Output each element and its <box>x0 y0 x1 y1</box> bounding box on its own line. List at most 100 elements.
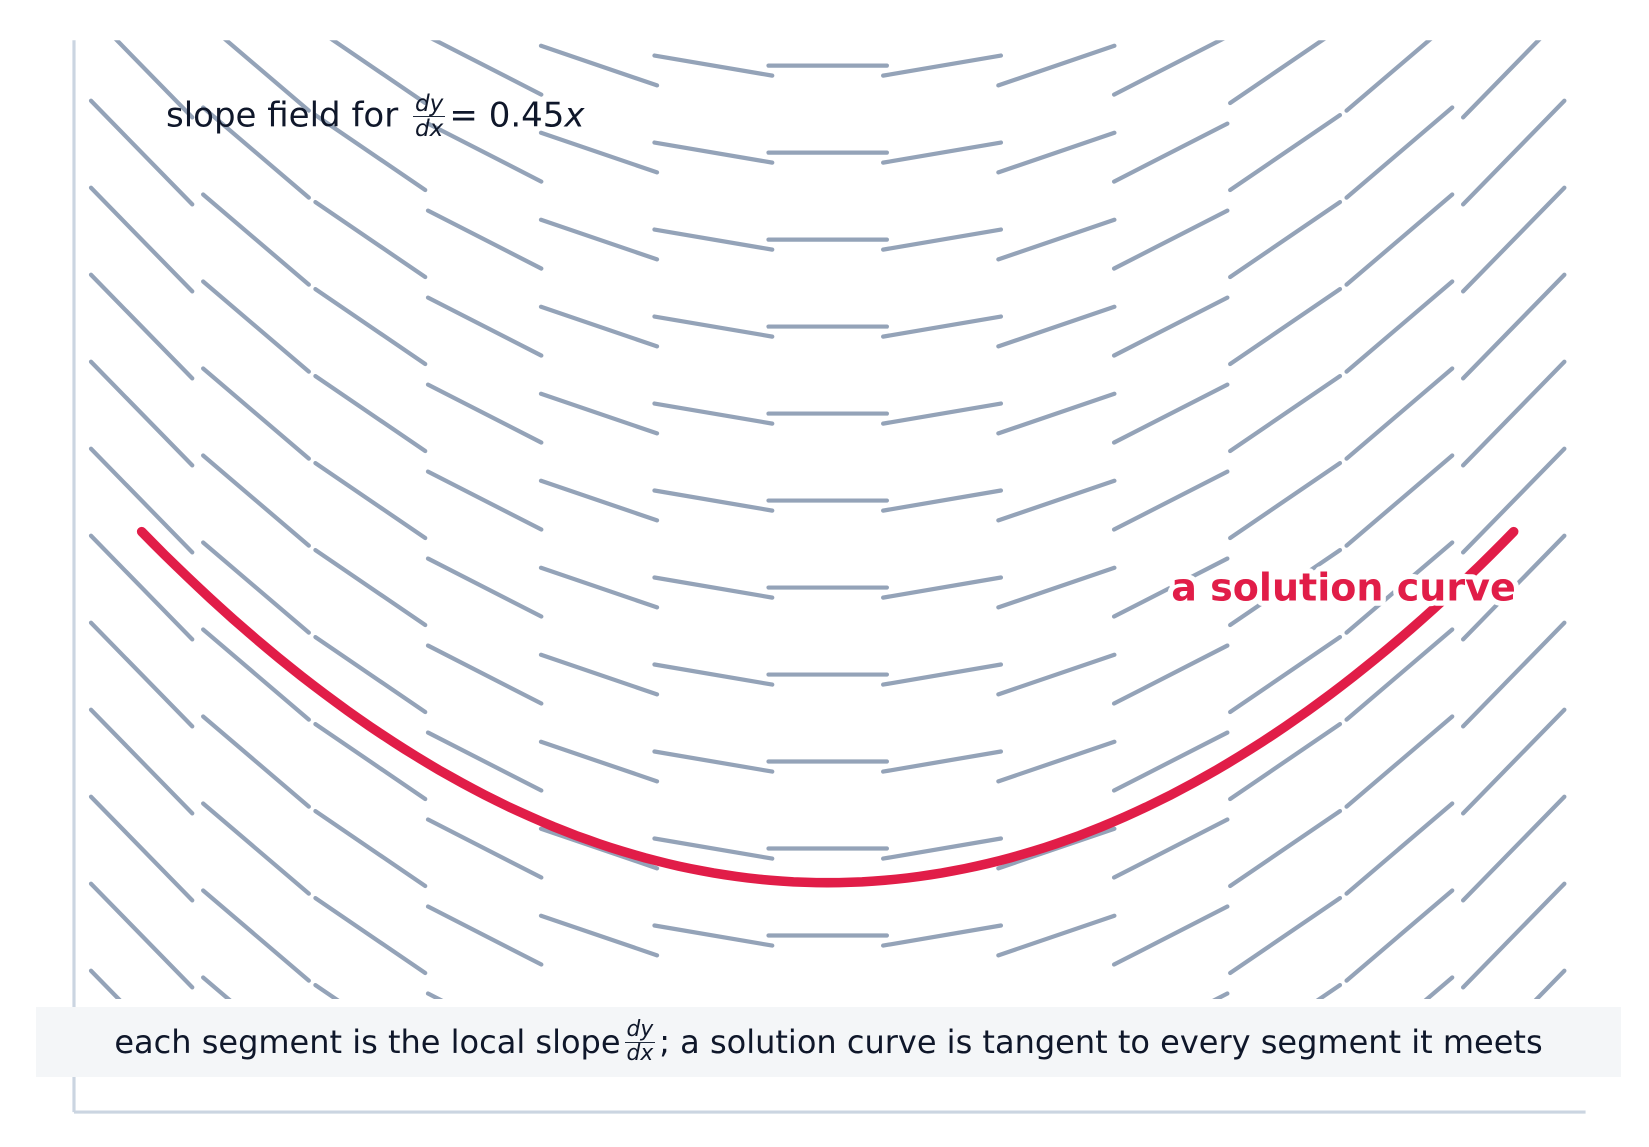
slope-segment <box>1344 279 1455 374</box>
slope-segment <box>201 105 311 200</box>
slope-segment <box>88 533 195 642</box>
slope-segment <box>88 446 195 555</box>
slope-segment <box>1344 105 1455 200</box>
slope-segment <box>652 488 775 513</box>
slope-segment <box>654 1099 772 1119</box>
slope-segment <box>1344 801 1455 896</box>
slope-segment <box>425 904 544 967</box>
slope-segment <box>998 1090 1114 1130</box>
slope-segment <box>996 913 1117 958</box>
slope-segment <box>313 808 428 889</box>
slope-segment <box>313 287 428 367</box>
slope-segment <box>425 469 544 532</box>
caption-after: ; a solution curve is tangent to every s… <box>659 1023 1543 1061</box>
slope-segment <box>1111 643 1230 706</box>
slope-segment <box>1111 295 1230 358</box>
slope-segment <box>996 217 1117 262</box>
slope-segment <box>1344 40 1433 113</box>
slope-segment <box>425 556 544 619</box>
title-equals: = <box>449 95 478 136</box>
slope-segment <box>652 575 775 600</box>
slope-segment <box>201 540 311 635</box>
slope-segment <box>1228 374 1343 454</box>
slope-segment <box>1344 627 1455 722</box>
slope-segment <box>996 478 1117 523</box>
slope-segment <box>201 888 311 983</box>
slope-segment <box>201 453 311 548</box>
slope-segment <box>881 53 1004 78</box>
annotation: a solution curve <box>1171 565 1516 609</box>
slope-segment <box>201 627 311 722</box>
slope-segment <box>1460 707 1567 816</box>
caption: each segment is the local slope dy dx; a s… <box>36 1007 1621 1077</box>
slope-segment <box>313 460 428 541</box>
slope-segment <box>996 43 1117 88</box>
slope-segment <box>1344 192 1455 287</box>
title-variable: x <box>564 95 585 136</box>
title-num: dy <box>413 91 446 118</box>
slope-segment <box>1228 460 1343 541</box>
slope-segment <box>222 40 311 113</box>
slope-segment <box>1228 287 1343 367</box>
slope-segment <box>201 366 311 461</box>
slope-segment <box>1344 366 1455 461</box>
slope-segment <box>1344 888 1455 983</box>
slope-segment <box>881 662 1004 687</box>
slope-segment <box>881 836 1004 861</box>
slope-field <box>88 40 1567 1147</box>
slope-segment <box>652 227 775 252</box>
slope-segment <box>1114 1081 1227 1139</box>
slope-segment <box>1230 1072 1340 1147</box>
slope-segment <box>1111 904 1230 967</box>
slope-segment <box>201 279 311 374</box>
slope-segment <box>88 98 195 207</box>
slope-segment <box>1315 982 1343 999</box>
slope-segment <box>113 40 195 120</box>
slope-segment <box>652 662 775 687</box>
slope-segment <box>428 1081 541 1139</box>
slope-segment <box>1228 721 1343 802</box>
slope-segment <box>88 707 195 816</box>
slope-segment <box>313 200 428 280</box>
slope-segment <box>881 314 1004 339</box>
slope-segment <box>538 304 660 349</box>
slope-segment <box>88 272 195 381</box>
slope-segment <box>1228 895 1343 976</box>
slope-segment <box>1460 620 1567 729</box>
slope-segment <box>1460 98 1567 207</box>
slope-segment <box>329 40 428 106</box>
slope-segment <box>996 652 1117 697</box>
slope-segment <box>538 652 660 697</box>
slope-segment <box>425 817 544 880</box>
slope-segment <box>538 565 660 610</box>
caption-fraction: dy dx <box>624 1018 656 1066</box>
slope-segment <box>1460 272 1567 381</box>
slope-segment <box>88 968 122 999</box>
slope-segment <box>1111 469 1230 532</box>
slope-segment <box>652 836 775 861</box>
slope-segment <box>425 121 544 184</box>
slope-segment <box>88 185 195 294</box>
title-coefficient: 0.45 <box>488 95 565 136</box>
slope-segment <box>996 304 1117 349</box>
slope-segment <box>881 488 1004 513</box>
slope-segment <box>881 140 1004 165</box>
slope-segment <box>538 913 660 958</box>
title-fraction: dy dx <box>413 91 446 142</box>
slope-segment <box>538 391 660 436</box>
slope-segment <box>313 721 428 802</box>
slope-segment <box>538 478 660 523</box>
slope-segment <box>996 565 1117 610</box>
title-text: slope field for <box>166 95 399 136</box>
solution-layer: a solution curve <box>136 526 1521 888</box>
slope-segment <box>201 714 311 809</box>
slope-segment <box>313 634 428 715</box>
slope-segment <box>1228 200 1343 280</box>
slope-segment <box>996 130 1117 175</box>
slope-segment <box>425 730 544 793</box>
slope-segment <box>652 401 775 426</box>
slope-segment <box>538 130 660 175</box>
slope-segment <box>652 749 775 774</box>
slope-segment <box>881 923 1004 948</box>
slope-segment <box>652 314 775 339</box>
